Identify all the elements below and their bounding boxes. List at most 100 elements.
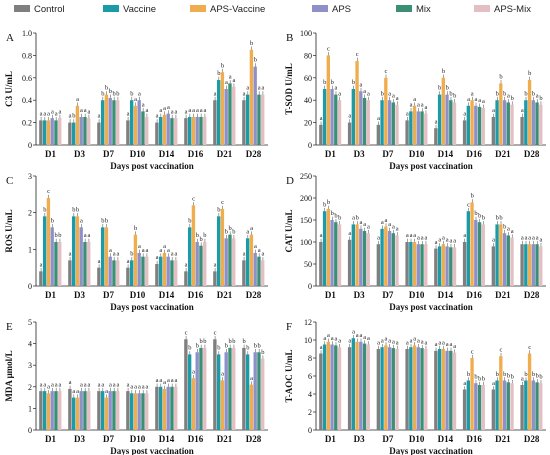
significance-letter: a	[109, 247, 112, 254]
bar-mix-d3	[83, 391, 87, 430]
bar-aps-mix-d3	[366, 344, 370, 430]
bar-control-d7	[376, 124, 380, 145]
significance-letter: b	[261, 349, 264, 356]
significance-letter: a	[43, 381, 46, 388]
bar-control-d21	[213, 271, 217, 286]
x-tick-label: D1	[325, 149, 336, 159]
bar-mix-d16	[199, 347, 203, 430]
significance-letter: b	[503, 223, 506, 230]
x-tick-label: D3	[74, 149, 85, 159]
bar-control-d1	[39, 271, 43, 286]
significance-letter: a	[203, 107, 206, 114]
x-tick-label: D14	[159, 290, 175, 300]
bar-mix-d10	[141, 256, 145, 286]
x-tick-label: D3	[354, 149, 365, 159]
significance-letter: a	[192, 107, 195, 114]
bar-aps-vaccine-d14	[441, 244, 445, 286]
bar-aps-vaccine-d21	[499, 224, 503, 286]
significance-letter: a	[356, 332, 359, 339]
bar-control-d3	[347, 239, 352, 286]
significance-letter: a	[446, 237, 449, 244]
x-tick-label: D14	[438, 434, 454, 444]
bar-vaccine-d10	[409, 242, 413, 286]
bar-aps-d21	[224, 238, 228, 286]
significance-letter: a	[76, 388, 79, 395]
significance-letter: a	[446, 341, 449, 348]
significance-letter: a	[43, 111, 46, 118]
significance-letter: a	[243, 251, 246, 258]
bar-aps-d10	[416, 244, 420, 286]
significance-letter: b	[43, 207, 46, 214]
bar-aps-vaccine-d21	[499, 83, 503, 145]
significance-letter: a	[363, 334, 366, 341]
bar-aps-d14	[445, 94, 449, 145]
bar-aps-vaccine-d3	[355, 224, 359, 286]
bar-vaccine-d1	[42, 216, 47, 286]
significance-letter: a	[413, 96, 416, 103]
significance-letter: b	[203, 232, 206, 239]
bar-control-d16	[462, 120, 467, 145]
bar-control-d1	[39, 391, 43, 430]
bar-aps-mix-d10	[145, 256, 149, 286]
bar-aps-d16	[474, 105, 478, 145]
significance-letter: a	[392, 93, 395, 100]
bar-mix-d10	[420, 111, 424, 145]
significance-letter: a	[98, 113, 101, 120]
bar-aps-mix-d28	[539, 104, 543, 145]
significance-letter: a	[320, 232, 323, 239]
significance-letter: a	[385, 217, 388, 224]
bar-aps-mix-d1	[337, 100, 342, 145]
bar-aps-d7	[387, 100, 392, 145]
legend-item-aps-vaccine: APS-Vaccine	[190, 4, 265, 15]
bar-control-d28	[242, 260, 246, 286]
significance-letter: b	[532, 90, 535, 97]
significance-letter: a	[482, 98, 485, 105]
bar-control-d7	[376, 349, 380, 430]
bar-mix-d16	[477, 385, 482, 430]
y-tick-label: 20	[304, 119, 312, 128]
bar-aps-mix-d10	[424, 113, 428, 145]
bar-mix-d28	[535, 244, 539, 286]
x-tick-label: D16	[466, 149, 482, 159]
significance-letter: a	[163, 105, 166, 112]
x-tick-label: D10	[409, 149, 425, 159]
bar-control-d21	[491, 117, 495, 145]
bar-mix-d28	[535, 382, 539, 430]
significance-letter: a	[410, 232, 413, 239]
significance-letter: c	[185, 330, 188, 337]
bar-aps-d1	[330, 220, 334, 286]
bar-mix-d21	[506, 382, 510, 430]
bar-aps-mix-d7	[116, 260, 120, 286]
bar-aps-d28	[531, 244, 535, 286]
bar-aps-d1	[50, 391, 54, 430]
significance-letter: a	[196, 107, 199, 114]
bar-control-d16	[184, 271, 188, 286]
bar-aps-vaccine-d28	[249, 49, 254, 145]
x-tick-label: D16	[466, 434, 482, 444]
significance-letter: b	[250, 40, 253, 47]
bar-vaccine-d14	[158, 386, 163, 430]
bar-control-d3	[68, 260, 72, 286]
y-tick-label: 3	[28, 172, 32, 181]
bar-vaccine-d3	[351, 338, 355, 430]
significance-letter: a	[229, 74, 232, 81]
bar-aps-d10	[416, 111, 420, 145]
bar-vaccine-d7	[380, 228, 384, 286]
significance-letter: a	[435, 118, 438, 125]
significance-letter: a	[492, 380, 495, 387]
bar-vaccine-d7	[380, 347, 384, 430]
bar-aps-mix-d1	[337, 347, 342, 430]
bar-aps-d28	[531, 100, 535, 145]
significance-letter: b	[200, 338, 203, 345]
bar-mix-d21	[228, 83, 232, 145]
bar-aps-d3	[79, 391, 83, 430]
y-tick-label: 0.8	[22, 51, 32, 60]
significance-letter: a	[127, 381, 130, 388]
bar-aps-d7	[108, 391, 112, 430]
bar-aps-d7	[387, 347, 392, 430]
significance-letter: a	[360, 81, 363, 88]
bar-aps-vaccine-d16	[191, 117, 196, 145]
